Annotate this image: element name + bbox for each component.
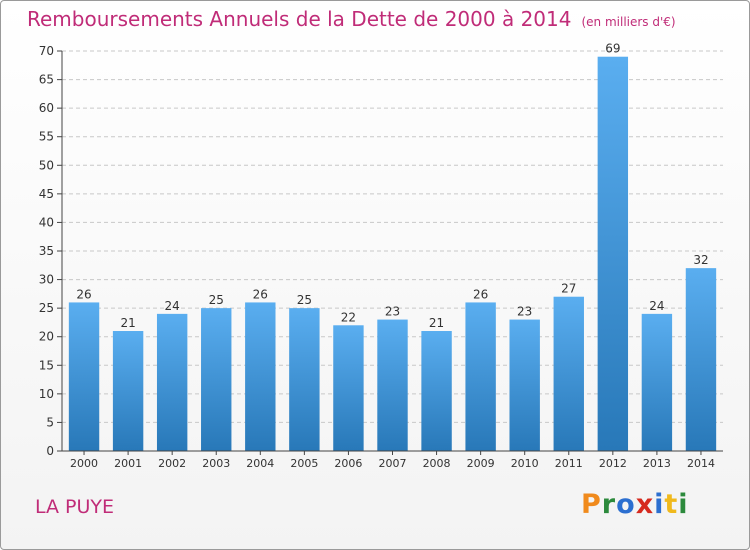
x-tick-label: 2008 (423, 457, 451, 470)
chart-header: Remboursements Annuels de la Dette de 20… (27, 7, 676, 31)
axes (57, 50, 723, 455)
bars (68, 56, 717, 451)
y-tick-label: 35 (39, 244, 54, 258)
bar (465, 302, 496, 451)
bar (421, 331, 452, 451)
bar (553, 296, 584, 451)
bar (112, 331, 144, 451)
bar (156, 313, 188, 451)
bar-value-label: 25 (209, 293, 224, 307)
logo-letter: i (654, 489, 665, 520)
y-tick-label: 70 (39, 44, 54, 58)
proxiti-logo: Proxiti (581, 489, 689, 520)
bar (377, 319, 408, 451)
bar-value-label: 26 (76, 287, 91, 301)
bar-value-label: 24 (165, 299, 180, 313)
y-tick-label: 0 (46, 444, 54, 458)
bar-value-label: 25 (297, 293, 312, 307)
logo-letter: t (664, 489, 679, 520)
bar-value-label: 23 (385, 305, 400, 319)
bar (245, 302, 276, 451)
bar-value-label: 21 (429, 316, 444, 330)
bar (685, 268, 717, 451)
logo-letter: i (678, 489, 689, 520)
bar (333, 325, 364, 451)
logo-letter: P (581, 489, 602, 520)
bar-value-label: 69 (605, 42, 620, 56)
x-tick-label: 2003 (202, 457, 230, 470)
x-tick-label: 2012 (599, 457, 627, 470)
x-tick-label: 2007 (379, 457, 407, 470)
bar-value-label: 26 (473, 287, 488, 301)
x-tick-label: 2009 (467, 457, 495, 470)
x-tick-label: 2002 (158, 457, 186, 470)
bar (509, 319, 540, 451)
bar-value-label: 21 (120, 316, 135, 330)
bar-value-label: 23 (517, 305, 532, 319)
logo-letter: x (635, 489, 655, 520)
y-tick-label: 40 (39, 215, 54, 229)
chart-title: Remboursements Annuels de la Dette de 20… (27, 7, 572, 31)
y-tick-label: 10 (39, 387, 54, 401)
bar (597, 56, 629, 451)
bar-value-label: 27 (561, 282, 576, 296)
place-name: LA PUYE (35, 496, 115, 518)
x-tick-label: 2010 (511, 457, 539, 470)
y-tick-label: 50 (39, 158, 54, 172)
x-tick-label: 2001 (114, 457, 142, 470)
y-tick-label: 60 (39, 101, 54, 115)
y-tick-label: 15 (39, 358, 54, 372)
labels: 0 5 10 15 20 25 30 35 40 45 50 55 60 65 70 26 2000 21 2001… (39, 42, 715, 470)
x-tick-label: 2013 (643, 457, 671, 470)
bar (289, 308, 320, 451)
y-tick-label: 25 (39, 301, 54, 315)
x-tick-label: 2014 (687, 457, 715, 470)
bar-value-label: 24 (649, 299, 664, 313)
y-tick-label: 55 (39, 130, 54, 144)
bar (201, 308, 232, 451)
x-tick-label: 2005 (290, 457, 318, 470)
bar (641, 313, 673, 451)
chart-unit: (en milliers d'€) (581, 15, 676, 29)
x-tick-label: 2004 (246, 457, 274, 470)
y-tick-label: 30 (39, 273, 54, 287)
x-tick-label: 2000 (70, 457, 98, 470)
bar-value-label: 32 (693, 253, 708, 267)
logo-letter: o (616, 489, 636, 520)
logo-letter: r (601, 489, 617, 520)
y-tick-label: 65 (39, 73, 54, 87)
x-tick-label: 2006 (334, 457, 362, 470)
bar (68, 302, 100, 451)
y-tick-label: 20 (39, 330, 54, 344)
bar-value-label: 22 (341, 310, 356, 324)
x-tick-label: 2011 (555, 457, 583, 470)
y-tick-label: 5 (46, 415, 54, 429)
bar-value-label: 26 (253, 287, 268, 301)
y-tick-label: 45 (39, 187, 54, 201)
